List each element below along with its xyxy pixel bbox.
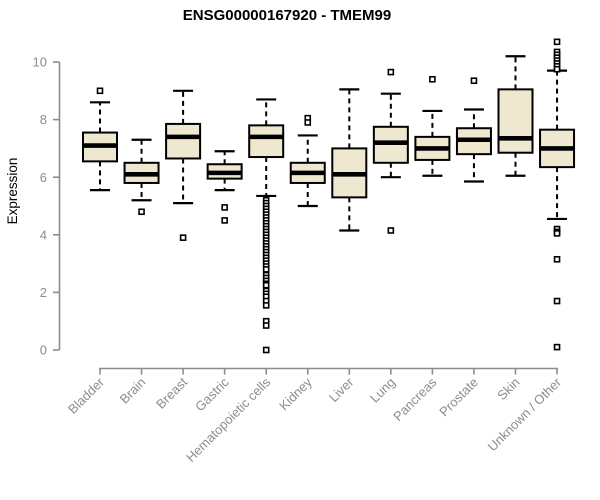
box-group-hematopoietic-cells bbox=[248, 98, 285, 354]
y-tick-label: 10 bbox=[33, 55, 47, 70]
outlier-point bbox=[429, 75, 436, 83]
outlier-point bbox=[553, 65, 561, 73]
outlier-point bbox=[553, 297, 561, 305]
x-tick-label: Pancreas bbox=[390, 374, 440, 424]
box-group-brain bbox=[123, 138, 160, 216]
box-group-lung bbox=[372, 68, 409, 234]
box-group-unknown-other bbox=[539, 38, 576, 351]
x-tick-label: Kidney bbox=[276, 374, 315, 413]
iqr-box bbox=[165, 122, 202, 160]
outlier-point bbox=[96, 87, 104, 95]
outlier-point bbox=[553, 230, 561, 237]
x-tick-label: Brain bbox=[117, 375, 149, 407]
x-tick-label: Liver bbox=[326, 374, 357, 405]
x-tick-label: Prostate bbox=[436, 375, 481, 420]
x-tick-label: Bladder bbox=[65, 374, 108, 417]
outlier-point bbox=[387, 68, 395, 76]
outlier-point bbox=[553, 38, 561, 46]
x-tick-label: Breast bbox=[153, 374, 190, 411]
outlier-point bbox=[553, 343, 561, 351]
x-tick-label: Gastric bbox=[192, 374, 232, 414]
box-group-skin bbox=[497, 55, 534, 177]
outlier-point bbox=[221, 204, 228, 211]
outlier-point bbox=[470, 77, 478, 85]
x-tick-label: Unknown / Other bbox=[485, 374, 565, 454]
outlier-point bbox=[262, 346, 270, 354]
iqr-box bbox=[248, 124, 285, 159]
box-series bbox=[82, 38, 576, 354]
outlier-point bbox=[262, 281, 270, 289]
outlier-point bbox=[179, 234, 187, 241]
y-tick-label: 8 bbox=[40, 112, 47, 127]
y-tick-label: 2 bbox=[40, 285, 47, 300]
outlier-point bbox=[262, 322, 270, 329]
outlier-point bbox=[553, 255, 561, 263]
box-group-gastric bbox=[206, 150, 243, 224]
box-group-liver bbox=[331, 88, 368, 232]
y-tick-label: 0 bbox=[40, 343, 47, 358]
y-tick-label: 6 bbox=[40, 170, 47, 185]
x-tick-label: Skin bbox=[494, 375, 522, 403]
box-group-breast bbox=[165, 89, 202, 241]
x-tick-label: Lung bbox=[367, 375, 398, 406]
outlier-point bbox=[221, 217, 228, 224]
box-group-prostate bbox=[455, 77, 492, 183]
outlier-point bbox=[304, 119, 312, 126]
chart-title: ENSG00000167920 - TMEM99 bbox=[183, 7, 391, 24]
y-axis-label: Expression bbox=[5, 158, 20, 225]
box-group-bladder bbox=[82, 87, 118, 192]
outlier-point bbox=[138, 208, 145, 216]
iqr-box bbox=[497, 88, 534, 154]
box-group-kidney bbox=[289, 114, 326, 208]
outlier-point bbox=[262, 266, 270, 273]
outlier-point bbox=[387, 227, 395, 234]
y-tick-label: 4 bbox=[40, 227, 47, 242]
box-group-pancreas bbox=[414, 75, 451, 177]
outlier-point bbox=[262, 302, 270, 309]
